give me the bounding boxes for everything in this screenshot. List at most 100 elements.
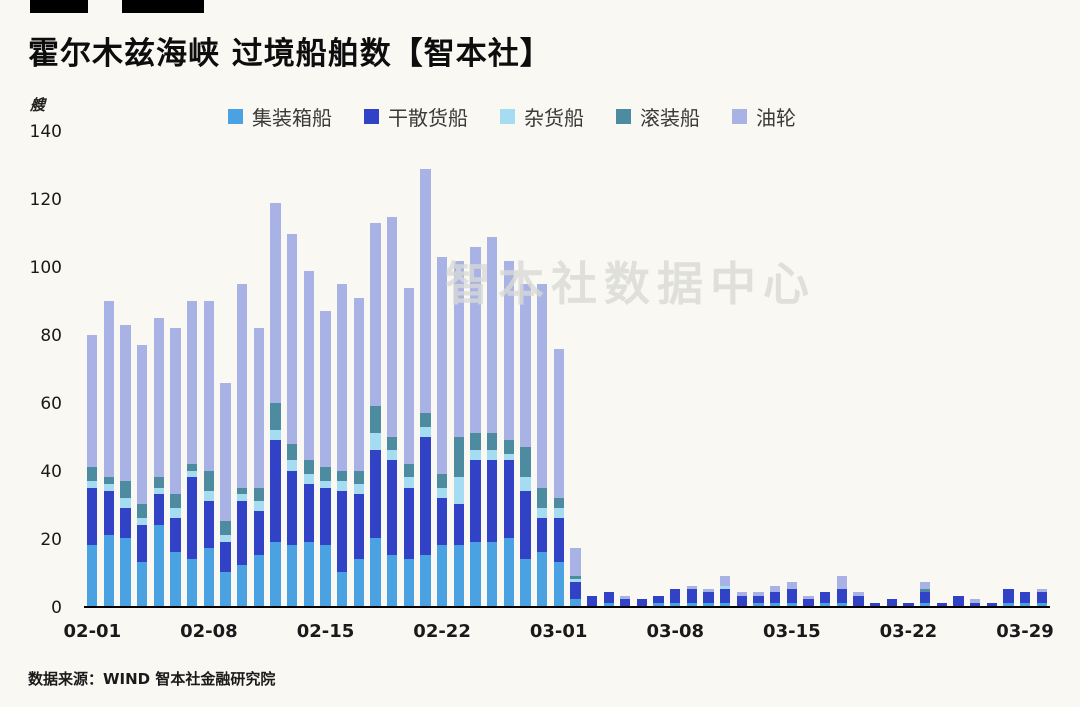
bar-segment: [303, 460, 315, 474]
bar-segment: [320, 467, 331, 481]
bar: [234, 132, 251, 606]
bar-segment: [486, 236, 498, 434]
bar: [201, 132, 218, 606]
bar-segment: [1036, 589, 1047, 593]
x-tick-label: 02-01: [63, 621, 122, 642]
bar-segment: [87, 545, 98, 606]
bar: [217, 132, 234, 606]
bar-segment: [770, 602, 781, 606]
bar: [917, 132, 934, 606]
bar: [384, 132, 401, 606]
bar-segment: [1036, 592, 1047, 603]
bar: [634, 132, 651, 606]
bar: [84, 132, 101, 606]
bar-segment: [137, 518, 148, 525]
legend-item: 集装箱船: [228, 102, 332, 131]
x-tick-label: 03-01: [529, 621, 588, 642]
bar-segment: [170, 551, 181, 606]
bar-segment: [120, 497, 131, 508]
bar-segment: [137, 504, 148, 518]
bar: [750, 132, 767, 606]
bar-segment: [253, 328, 265, 488]
bar-segment: [820, 602, 831, 606]
bar-segment: [570, 599, 581, 606]
bar-segment: [770, 585, 781, 593]
bar-segment: [220, 521, 231, 535]
bar-segment: [536, 284, 548, 488]
bar-segment: [919, 589, 931, 593]
bar-segment: [120, 538, 131, 606]
bar-segment: [386, 460, 398, 556]
y-tick-label: 20: [40, 530, 62, 551]
bar-segment: [919, 582, 931, 590]
bar-segment: [370, 223, 381, 407]
bar-segment: [403, 477, 414, 488]
bar-segment: [237, 487, 248, 495]
x-tick-label: 02-22: [413, 621, 471, 642]
bar-segment: [536, 487, 548, 508]
bar-segment: [670, 589, 681, 603]
y-axis: 0 20 40 60 80 100 120 140: [0, 123, 74, 617]
bar: [450, 132, 467, 606]
bar-segment: [470, 450, 481, 461]
bar-segment: [636, 599, 648, 606]
bar-segment: [153, 494, 165, 525]
y-tick-label: 140: [29, 122, 62, 142]
bar: [850, 132, 867, 606]
bar: [284, 132, 301, 606]
bar-segment: [786, 602, 798, 606]
bar: [334, 132, 351, 606]
bar-segment: [903, 602, 914, 606]
bar-segment: [570, 548, 581, 576]
bar: [434, 132, 451, 606]
bar-segment: [287, 470, 298, 546]
bar: [600, 132, 617, 606]
bar: [1017, 132, 1034, 606]
bar-segment: [237, 501, 248, 566]
bar-segment: [703, 589, 714, 593]
bar-segment: [486, 450, 498, 461]
y-tick-label: 120: [29, 190, 62, 210]
bar-segment: [919, 592, 931, 603]
bar-segment: [303, 541, 315, 606]
bar-segment: [337, 572, 348, 606]
bar-segment: [836, 602, 848, 606]
bar-segment: [470, 433, 481, 451]
bar-segment: [270, 429, 281, 441]
bar-segment: [103, 301, 115, 478]
bar-segment: [87, 335, 98, 468]
bar-segment: [720, 589, 731, 603]
x-tick-label: 03-15: [763, 621, 821, 642]
bar-segment: [386, 450, 398, 461]
legend-swatch: [228, 109, 243, 124]
bar-segment: [753, 592, 764, 596]
bar-segment: [237, 284, 248, 488]
bar: [867, 132, 884, 606]
y-tick-label: 100: [29, 258, 62, 278]
bar-segment: [170, 328, 181, 495]
bar-segment: [353, 494, 364, 559]
bar: [684, 132, 701, 606]
bar-segment: [370, 406, 381, 434]
bar-segment: [803, 599, 814, 606]
bar-segment: [820, 592, 831, 603]
bar: [700, 132, 717, 606]
legend-label: 干散货船: [388, 106, 468, 130]
bar-segment: [137, 562, 148, 606]
bar-segment: [153, 477, 165, 488]
bar-segment: [270, 440, 281, 542]
top-decor-bar-1: [30, 0, 88, 13]
bar-segment: [520, 558, 531, 606]
bar-segment: [936, 602, 947, 606]
top-decor-bar-2: [122, 0, 204, 13]
bar: [933, 132, 950, 606]
bar-segment: [503, 460, 514, 539]
bar: [550, 132, 567, 606]
bar-segment: [337, 490, 348, 573]
bar-segment: [486, 541, 498, 606]
bar-segment: [153, 487, 165, 495]
legend-label: 杂货船: [524, 106, 584, 130]
bar-segment: [553, 507, 564, 518]
bar-segment: [103, 477, 115, 485]
bar-segment: [137, 524, 148, 562]
